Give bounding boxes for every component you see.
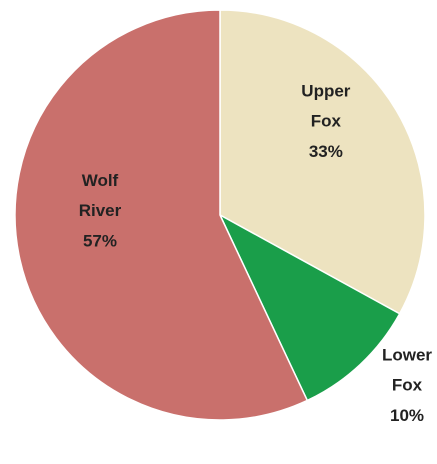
pie-slice	[219, 9, 426, 315]
slice-label: Lower Fox	[382, 346, 432, 395]
slice-value-label: 57%	[83, 231, 117, 250]
slice-label: Wolf River	[79, 171, 122, 220]
slice-value-label: 10%	[390, 406, 424, 425]
slice-label: Upper Fox	[301, 82, 351, 131]
slice-value-label: 33%	[309, 142, 343, 161]
pie-slice	[218, 213, 401, 402]
pie-slice	[14, 9, 309, 421]
